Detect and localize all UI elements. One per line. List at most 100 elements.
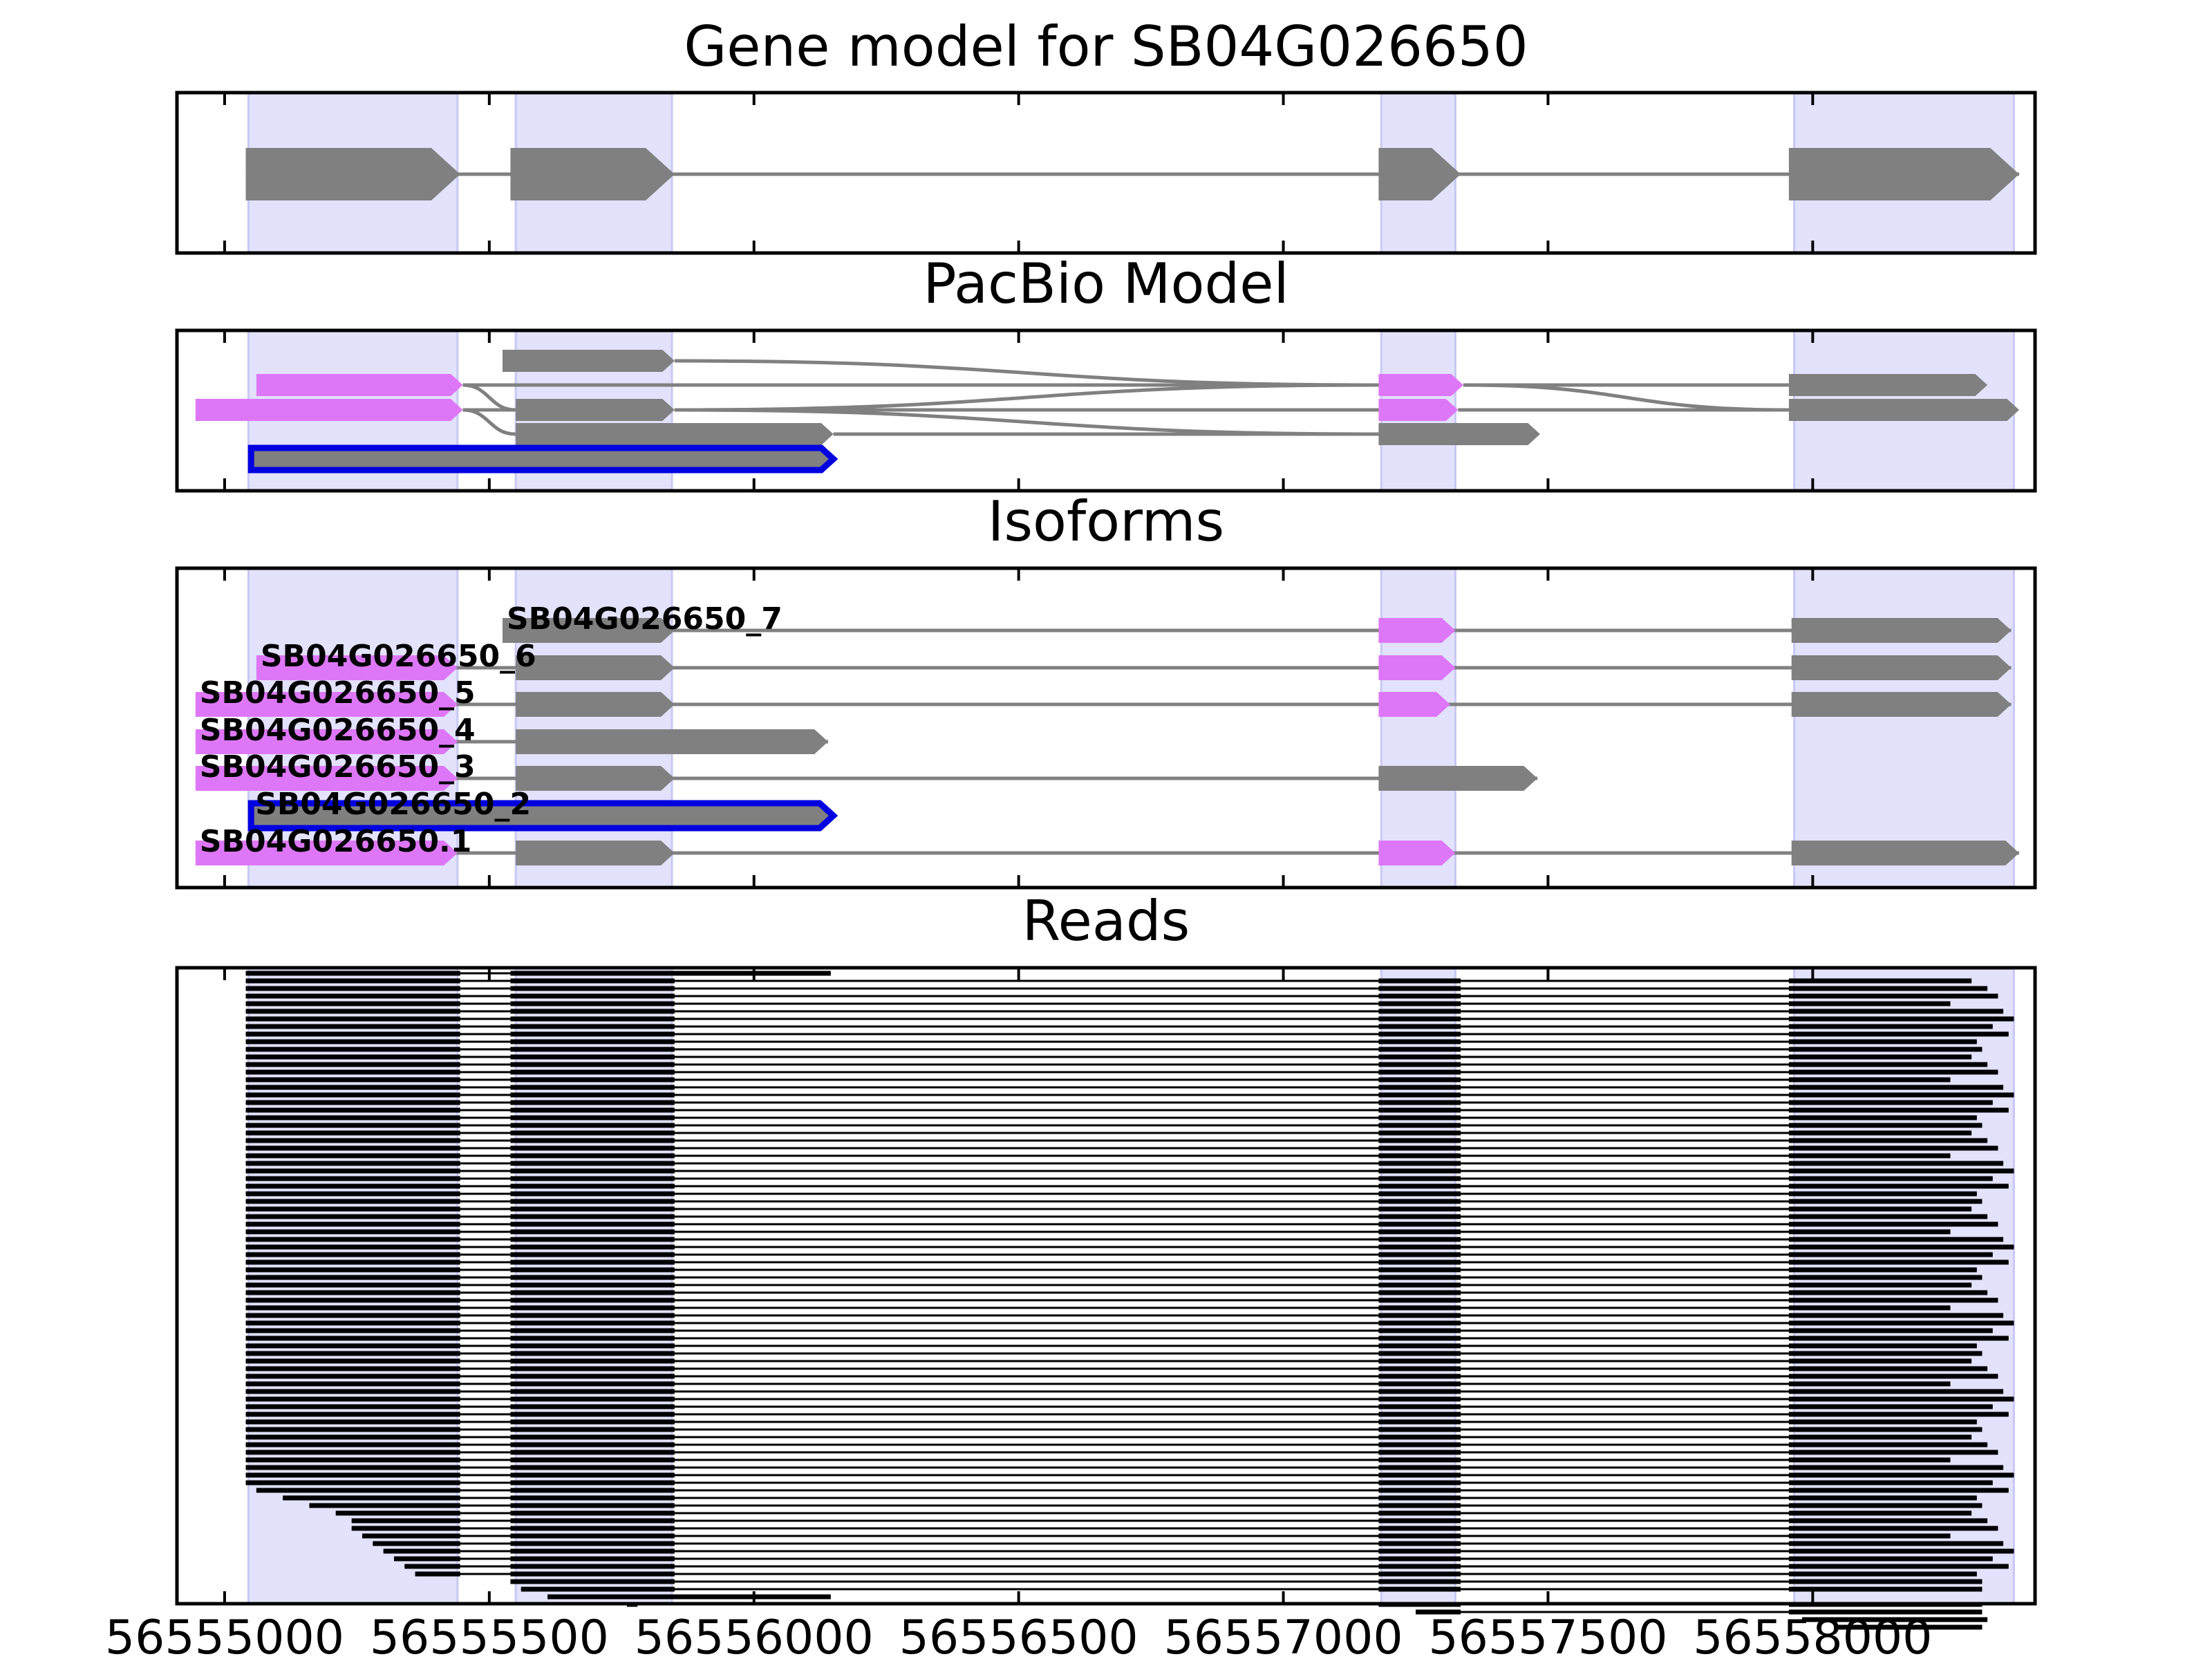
read-exon [245, 1313, 460, 1318]
read [245, 1009, 2004, 1014]
read [245, 1153, 1951, 1159]
x-tick-label: 56557500 [1428, 1611, 1667, 1659]
isoform-label: SB04G026650_7 [507, 601, 782, 637]
read-exon [245, 1214, 460, 1219]
exon-block [1791, 692, 2012, 717]
read [245, 1054, 1972, 1060]
read-exon [1378, 1427, 1461, 1432]
read-exon [510, 1541, 675, 1546]
read-exon [1788, 1077, 1951, 1082]
read-exon [1788, 1054, 1972, 1060]
read-exon [245, 1381, 460, 1387]
reads-panel: Reads [175, 889, 2037, 1630]
isoforms-panel: Isoforms SB04G026650_7SB04G026650_6SB04G… [175, 489, 2037, 890]
read-exon [510, 1412, 675, 1417]
read-exon [1788, 1533, 1951, 1539]
exon-block [516, 841, 675, 865]
read-exon [1788, 1161, 2004, 1166]
read-exon [1788, 978, 1972, 984]
read [245, 1016, 2014, 1022]
exon-block [1378, 374, 1463, 396]
read-exon [1788, 1214, 1988, 1219]
read-exon [245, 1047, 460, 1052]
read-exon [1378, 1518, 1461, 1524]
read-exon [245, 1206, 460, 1212]
read-exon [1788, 1305, 1951, 1311]
exon-block [1378, 692, 1450, 717]
read-exon [1788, 1495, 1977, 1501]
read-exon [245, 1123, 460, 1128]
read-exon [510, 1404, 675, 1409]
read-exon [245, 1358, 460, 1364]
read-exon [245, 1465, 460, 1470]
read-exon [383, 1548, 460, 1554]
read-exon [1788, 1115, 1977, 1121]
read [245, 1282, 1972, 1288]
read-exon [1788, 1221, 1998, 1227]
read [245, 1107, 2009, 1113]
read-exon [1378, 1176, 1461, 1181]
read [245, 1259, 2009, 1265]
read-exon [1788, 1168, 2014, 1174]
read-exon [245, 1282, 460, 1288]
read [245, 1442, 1988, 1447]
read-exon [1378, 1343, 1461, 1349]
exon-block [195, 399, 463, 421]
read [245, 1145, 1998, 1151]
read-exon [510, 1564, 675, 1569]
read-exon [1788, 1457, 1951, 1463]
exon-block [1788, 399, 2020, 421]
exon-block [195, 729, 458, 754]
read-exon [1378, 1115, 1461, 1121]
read-exon [245, 1457, 460, 1463]
read-exon [1788, 1374, 1998, 1379]
read-exon [1378, 1579, 1461, 1584]
exon-block [516, 766, 675, 791]
read-exon [1378, 1480, 1461, 1485]
exon-block [195, 766, 458, 791]
read [245, 1221, 1998, 1227]
read [245, 1297, 1998, 1303]
read-exon [1788, 1503, 1983, 1508]
read-exon [1378, 1412, 1461, 1417]
read-exon [1378, 1586, 1461, 1592]
read-exon [1378, 1381, 1461, 1387]
splice-link [674, 383, 1379, 412]
read-exon [547, 1594, 831, 1600]
read-exon [1378, 1457, 1461, 1463]
read [256, 1488, 2009, 1493]
read [245, 1039, 1977, 1044]
read [245, 1252, 1993, 1257]
read-exon [510, 1031, 675, 1037]
read-exon [1378, 1024, 1461, 1029]
read [245, 1161, 2004, 1166]
read-exon [1378, 1085, 1461, 1090]
read-exon [510, 1191, 675, 1197]
read-exon [245, 1267, 460, 1273]
splice-link [1463, 383, 1789, 412]
read-exon [510, 1488, 675, 1493]
exon-block [516, 399, 675, 421]
read-exon [245, 1183, 460, 1189]
read [245, 1427, 1983, 1432]
read-exon [1378, 1062, 1461, 1067]
read [245, 1290, 1988, 1295]
read-exon [245, 1161, 460, 1166]
read [245, 1183, 2009, 1189]
x-tick-label: 56556500 [899, 1611, 1138, 1659]
read [245, 1267, 1977, 1273]
read-exon [510, 1206, 675, 1212]
selected-exon-block [247, 800, 838, 832]
read-exon [1378, 1191, 1461, 1197]
read-exon [1788, 1123, 1983, 1128]
read [245, 1229, 1951, 1235]
read-exon [1378, 1541, 1461, 1546]
read-exon [1378, 1434, 1461, 1440]
read-exon [245, 971, 460, 976]
read-exon [1378, 1237, 1461, 1242]
read-exon [245, 986, 460, 991]
exon-block [1378, 423, 1540, 445]
read-exon [1378, 1358, 1461, 1364]
read-exon [1378, 1161, 1461, 1166]
